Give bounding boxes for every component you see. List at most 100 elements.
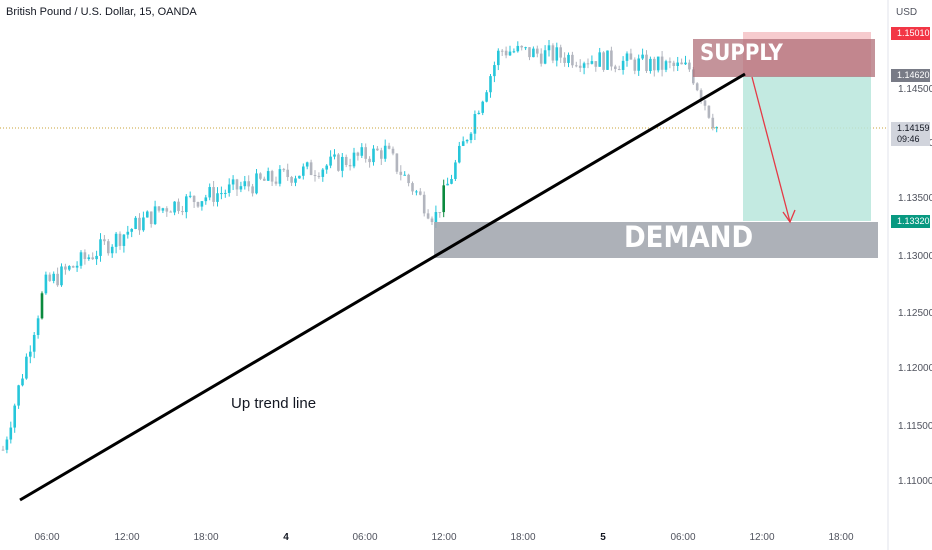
candle-body: [56, 273, 59, 286]
time-tick-day: 5: [600, 532, 606, 543]
candle-body: [680, 62, 683, 65]
candle-body: [32, 334, 36, 352]
demand-zone[interactable]: [434, 222, 878, 258]
candle-body: [407, 174, 410, 184]
candle-body: [169, 211, 172, 213]
candle-body: [532, 48, 535, 58]
candle-body: [110, 246, 114, 254]
candle-body: [641, 54, 644, 59]
candle-body: [298, 175, 301, 179]
candle-body: [598, 52, 601, 67]
candle-body: [567, 54, 570, 63]
candle-body: [68, 266, 71, 270]
candle-body: [235, 179, 239, 190]
candle-body: [606, 50, 609, 70]
candle-body: [227, 184, 231, 193]
candle-body: [434, 212, 438, 223]
candle-body: [625, 53, 629, 61]
price-tick: 1.12000: [898, 363, 932, 374]
candle-body: [504, 50, 508, 56]
supply-label: SUPPLY: [700, 41, 783, 66]
candle-body: [469, 133, 473, 140]
candle-body: [114, 233, 118, 247]
candle-body: [212, 187, 215, 202]
candle-body: [485, 92, 488, 102]
time-tick: 18:00: [828, 532, 854, 543]
candle-body: [239, 186, 243, 190]
candle-body: [274, 181, 278, 184]
candle-body: [313, 174, 317, 176]
candle-body: [329, 156, 332, 166]
current-price-value: 1.14159: [897, 123, 930, 133]
projection-arrow-head: [782, 209, 796, 224]
candle-body: [95, 255, 98, 260]
candle-body: [251, 186, 254, 194]
candle-body: [208, 187, 211, 198]
candle-body: [563, 57, 566, 63]
candle-body: [130, 228, 133, 232]
candle-body: [44, 274, 48, 294]
candle-body: [177, 201, 180, 212]
candle-body: [40, 293, 44, 319]
candle-body: [528, 47, 531, 58]
candle-body: [75, 265, 79, 268]
candle-body: [415, 191, 418, 193]
candle-body: [715, 126, 718, 129]
candle-body: [5, 439, 9, 450]
candle-body: [543, 50, 547, 64]
candle-body: [266, 171, 270, 181]
candle-body: [337, 154, 340, 171]
candle-body: [578, 65, 582, 68]
candle-body: [442, 185, 445, 213]
candle-body: [621, 60, 625, 70]
candle-body: [224, 192, 227, 194]
candle-body: [17, 385, 20, 406]
candle-body: [52, 273, 55, 281]
candle-body: [305, 162, 309, 167]
candle-body: [321, 169, 325, 177]
candle-body: [344, 156, 348, 165]
time-tick: 06:00: [352, 532, 378, 543]
up-trend-line[interactable]: [19, 72, 746, 502]
candle-body: [79, 252, 83, 266]
candle-body: [489, 76, 492, 93]
candle-body: [29, 351, 32, 357]
candle-body: [539, 53, 543, 64]
candle-body: [493, 65, 496, 77]
candle-body: [153, 206, 157, 225]
candle-body: [419, 191, 422, 195]
candle-body: [411, 183, 414, 192]
supply-zone[interactable]: [693, 39, 875, 77]
candle-body: [325, 165, 328, 170]
candle-body: [500, 50, 504, 52]
candle-body: [458, 145, 461, 163]
candle-body: [575, 65, 578, 67]
candle-body: [352, 152, 356, 167]
target-zone[interactable]: [743, 76, 871, 221]
candle-body: [586, 63, 590, 65]
candle-body: [555, 47, 559, 61]
time-tick: 06:00: [34, 532, 60, 543]
candle-body: [376, 148, 379, 151]
candle-body: [278, 169, 282, 184]
candle-body: [446, 183, 449, 186]
candle-body: [672, 62, 676, 66]
price-tick: 1.14500: [898, 84, 932, 95]
candle-body: [422, 194, 426, 214]
axis-currency: USD: [896, 7, 918, 18]
candle-body: [356, 152, 360, 156]
candle-body: [684, 62, 687, 65]
candle-body: [13, 405, 16, 428]
candle-body: [360, 147, 364, 156]
candle-body: [188, 195, 192, 197]
candle-body: [290, 177, 293, 183]
candle-body: [547, 45, 551, 51]
candle-body: [192, 195, 196, 203]
candle-body: [551, 45, 555, 61]
candle-body: [516, 45, 520, 52]
candle-group: [1, 39, 718, 454]
current-price-tag: 1.14159 09:46: [891, 122, 930, 146]
bar-countdown: 09:46: [897, 134, 920, 144]
candle-body: [103, 239, 106, 242]
